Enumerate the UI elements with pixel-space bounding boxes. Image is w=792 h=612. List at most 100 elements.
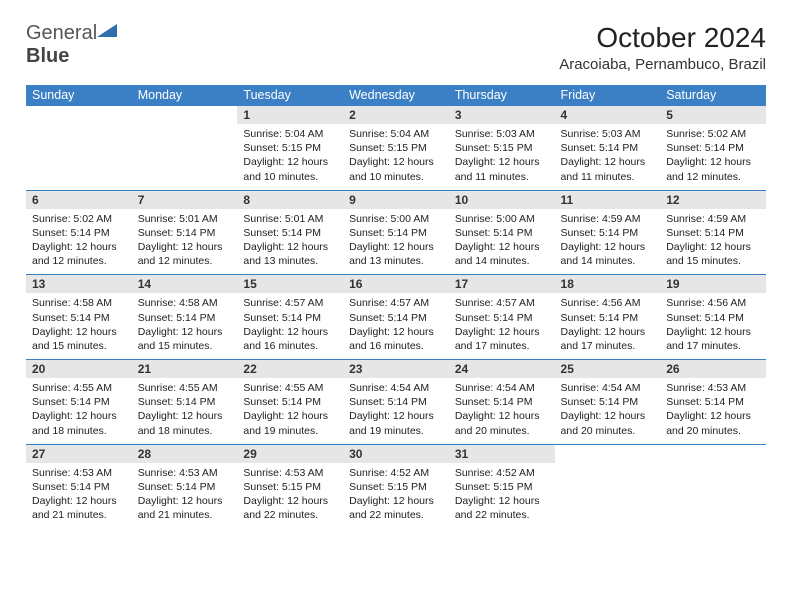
- location: Aracoiaba, Pernambuco, Brazil: [559, 56, 766, 73]
- sunrise-line: Sunrise: 5:04 AM: [243, 128, 323, 140]
- sunrise-line: Sunrise: 4:55 AM: [32, 382, 112, 394]
- sunrise-line: Sunrise: 4:56 AM: [561, 297, 641, 309]
- daylight-line: Daylight: 12 hours and 16 minutes.: [243, 326, 328, 352]
- day-number-cell: 2: [343, 106, 449, 125]
- daylight-line: Daylight: 12 hours and 20 minutes.: [666, 410, 751, 436]
- daylight-line: Daylight: 12 hours and 10 minutes.: [349, 156, 434, 182]
- day-detail-cell: Sunrise: 4:53 AMSunset: 5:14 PMDaylight:…: [132, 463, 238, 529]
- sunset-line: Sunset: 5:14 PM: [243, 396, 321, 408]
- sunset-line: Sunset: 5:14 PM: [32, 312, 110, 324]
- day-number-cell: 30: [343, 444, 449, 463]
- sunset-line: Sunset: 5:15 PM: [349, 142, 427, 154]
- sunset-line: Sunset: 5:15 PM: [455, 142, 533, 154]
- day-number-cell: 31: [449, 444, 555, 463]
- day-detail-cell: Sunrise: 5:04 AMSunset: 5:15 PMDaylight:…: [237, 124, 343, 190]
- daylight-line: Daylight: 12 hours and 15 minutes.: [666, 241, 751, 267]
- sunrise-line: Sunrise: 4:54 AM: [561, 382, 641, 394]
- header: General Blue October 2024 Aracoiaba, Per…: [26, 22, 766, 79]
- daylight-line: Daylight: 12 hours and 13 minutes.: [243, 241, 328, 267]
- daylight-line: Daylight: 12 hours and 16 minutes.: [349, 326, 434, 352]
- sunrise-line: Sunrise: 4:58 AM: [138, 297, 218, 309]
- day-detail-cell: [132, 124, 238, 190]
- sunrise-line: Sunrise: 5:01 AM: [138, 213, 218, 225]
- day-detail-cell: Sunrise: 5:01 AMSunset: 5:14 PMDaylight:…: [132, 209, 238, 275]
- sunset-line: Sunset: 5:15 PM: [349, 481, 427, 493]
- daylight-line: Daylight: 12 hours and 22 minutes.: [243, 495, 328, 521]
- sunset-line: Sunset: 5:14 PM: [138, 481, 216, 493]
- sunset-line: Sunset: 5:15 PM: [243, 481, 321, 493]
- day-number-row: 12345: [26, 106, 766, 125]
- sunrise-line: Sunrise: 4:54 AM: [455, 382, 535, 394]
- day-detail-cell: Sunrise: 5:02 AMSunset: 5:14 PMDaylight:…: [26, 209, 132, 275]
- daylight-line: Daylight: 12 hours and 21 minutes.: [138, 495, 223, 521]
- day-detail-cell: Sunrise: 4:57 AMSunset: 5:14 PMDaylight:…: [237, 293, 343, 359]
- sunrise-line: Sunrise: 4:57 AM: [349, 297, 429, 309]
- day-detail-cell: Sunrise: 4:55 AM Sunset: 5:14 PM Daylight:…: [26, 378, 132, 444]
- logo-triangle-icon: [97, 22, 119, 45]
- weekday-header: Saturday: [660, 85, 766, 106]
- day-detail-row: Sunrise: 4:53 AM Sunset: 5:14 PM Daylight:…: [26, 463, 766, 529]
- day-number-cell: 11: [555, 190, 661, 209]
- day-number-cell: 14: [132, 275, 238, 294]
- daylight-line: Daylight: 12 hours and 19 minutes.: [243, 410, 328, 436]
- sunrise-line: Sunrise: 4:54 AM: [349, 382, 429, 394]
- day-detail-cell: Sunrise: 4:52 AMSunset: 5:15 PMDaylight:…: [449, 463, 555, 529]
- weekday-header: Wednesday: [343, 85, 449, 106]
- day-number-cell: 5: [660, 106, 766, 125]
- daylight-line: Daylight: 12 hours and 11 minutes.: [455, 156, 540, 182]
- day-detail-cell: Sunrise: 4:52 AM Sunset: 5:15 PM Daylight:…: [343, 463, 449, 529]
- sunrise-line: Sunrise: 4:56 AM: [666, 297, 746, 309]
- sunset-line: Sunset: 5:14 PM: [32, 481, 110, 493]
- daylight-line: Daylight: 12 hours and 18 minutes.: [32, 410, 117, 436]
- sunrise-line: Sunrise: 4:52 AM: [349, 467, 429, 479]
- day-number-cell: 10: [449, 190, 555, 209]
- logo-text-1: General: [26, 22, 97, 44]
- sunset-line: Sunset: 5:14 PM: [455, 396, 533, 408]
- sunset-line: Sunset: 5:14 PM: [138, 396, 216, 408]
- day-number-cell: 7: [132, 190, 238, 209]
- sunrise-line: Sunrise: 4:57 AM: [455, 297, 535, 309]
- daylight-line: Daylight: 12 hours and 22 minutes.: [349, 495, 434, 521]
- sunset-line: Sunset: 5:14 PM: [138, 227, 216, 239]
- sunrise-line: Sunrise: 4:59 AM: [666, 213, 746, 225]
- day-detail-cell: Sunrise: 4:58 AMSunset: 5:14 PMDaylight:…: [132, 293, 238, 359]
- sunrise-line: Sunrise: 4:58 AM: [32, 297, 112, 309]
- logo-text: General Blue: [26, 22, 119, 68]
- day-detail-cell: Sunrise: 5:03 AMSunset: 5:14 PMDaylight:…: [555, 124, 661, 190]
- daylight-line: Daylight: 12 hours and 19 minutes.: [349, 410, 434, 436]
- day-number-cell: 26: [660, 360, 766, 379]
- sunrise-line: Sunrise: 4:55 AM: [243, 382, 323, 394]
- day-detail-row: Sunrise: 4:55 AM Sunset: 5:14 PM Daylight:…: [26, 378, 766, 444]
- day-detail-cell: Sunrise: 4:59 AMSunset: 5:14 PMDaylight:…: [555, 209, 661, 275]
- day-detail-cell: Sunrise: 4:57 AMSunset: 5:14 PMDaylight:…: [449, 293, 555, 359]
- day-number-cell: [555, 444, 661, 463]
- sunset-line: Sunset: 5:14 PM: [561, 312, 639, 324]
- sunrise-line: Sunrise: 5:00 AM: [455, 213, 535, 225]
- day-detail-cell: Sunrise: 5:01 AMSunset: 5:14 PMDaylight:…: [237, 209, 343, 275]
- day-detail-cell: Sunrise: 5:04 AMSunset: 5:15 PMDaylight:…: [343, 124, 449, 190]
- sunset-line: Sunset: 5:14 PM: [32, 227, 110, 239]
- weekday-header-row: SundayMondayTuesdayWednesdayThursdayFrid…: [26, 85, 766, 106]
- sunrise-line: Sunrise: 4:53 AM: [243, 467, 323, 479]
- day-detail-cell: Sunrise: 5:00 AMSunset: 5:14 PMDaylight:…: [449, 209, 555, 275]
- sunset-line: Sunset: 5:14 PM: [666, 142, 744, 154]
- day-detail-cell: Sunrise: 4:55 AMSunset: 5:14 PMDaylight:…: [132, 378, 238, 444]
- day-number-cell: [132, 106, 238, 125]
- day-number-cell: 1: [237, 106, 343, 125]
- sunrise-line: Sunrise: 4:53 AM: [666, 382, 746, 394]
- sunset-line: Sunset: 5:14 PM: [32, 396, 110, 408]
- sunrise-line: Sunrise: 4:59 AM: [561, 213, 641, 225]
- daylight-line: Daylight: 12 hours and 15 minutes.: [32, 326, 117, 352]
- month-title: October 2024: [559, 22, 766, 54]
- day-detail-cell: Sunrise: 4:54 AM Sunset: 5:14 PM Daylight:…: [449, 378, 555, 444]
- daylight-line: Daylight: 12 hours and 18 minutes.: [138, 410, 223, 436]
- logo: General Blue: [26, 22, 119, 68]
- day-number-cell: 21: [132, 360, 238, 379]
- daylight-line: Daylight: 12 hours and 15 minutes.: [138, 326, 223, 352]
- sunrise-line: Sunrise: 4:53 AM: [32, 467, 112, 479]
- sunrise-line: Sunrise: 5:02 AM: [32, 213, 112, 225]
- day-number-cell: 4: [555, 106, 661, 125]
- daylight-line: Daylight: 12 hours and 20 minutes.: [455, 410, 540, 436]
- daylight-line: Daylight: 12 hours and 17 minutes.: [455, 326, 540, 352]
- sunset-line: Sunset: 5:14 PM: [349, 396, 427, 408]
